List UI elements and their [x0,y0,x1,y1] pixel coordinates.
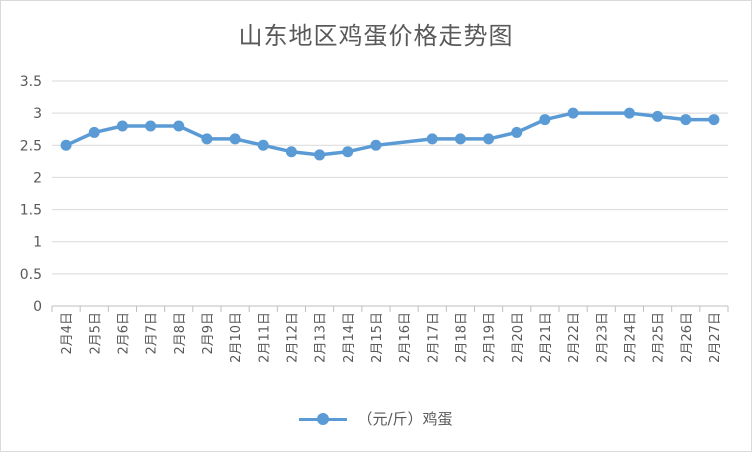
x-tick-label: 2月16日 [398,312,413,363]
data-point [88,126,100,138]
data-point [708,114,720,126]
legend: （元/斤）鸡蛋 [0,408,752,429]
legend-swatch [299,412,348,426]
x-axis-ticks: 2月4日 2月5日 2月6日 2月7日 2月8日 2月9日 2月10日 2月11日 2月12日 2… [60,312,723,363]
data-point [229,133,241,145]
chart-title: 山东地区鸡蛋价格走势图 [238,22,514,50]
data-point [652,110,664,122]
x-tick-label: 2月14日 [342,312,357,363]
y-tick-label: 2 [33,170,42,186]
data-point [60,139,72,151]
x-tick-label: 2月5日 [88,312,103,355]
data-point [567,107,579,119]
x-tick-label: 2月26日 [680,312,695,363]
y-tick-label: 3.5 [20,74,42,90]
y-tick-label: 0 [33,299,42,315]
legend-label: （元/斤）鸡蛋 [357,410,453,428]
x-tick-label: 2月15日 [370,312,385,363]
x-tick-label: 2月22日 [567,312,582,363]
data-point [539,114,551,126]
x-tick-label: 2月13日 [314,312,329,363]
series-group [60,107,720,161]
series-line [64,111,716,157]
data-point [370,139,382,151]
x-tick-label: 2月18日 [454,312,469,363]
y-tick-label: 1.5 [20,203,42,219]
data-point [257,139,269,151]
x-tick-label: 2月24日 [623,312,638,363]
data-point [454,133,466,145]
x-tick-label: 2月10日 [229,312,244,363]
x-tick-label: 2月21日 [539,312,554,363]
y-tick-label: 0.5 [20,267,42,283]
data-point [285,146,297,158]
y-tick-label: 3 [33,106,42,122]
x-tick-label: 2月11日 [257,312,272,363]
data-point [426,133,438,145]
x-tick-label: 2月17日 [426,312,441,363]
data-point [680,114,692,126]
data-point [342,146,354,158]
data-point [511,126,523,138]
y-axis-ticks: 0 0.5 1 1.5 2 2.5 3 3.5 [20,74,42,315]
x-tick-label: 2月25日 [652,312,667,363]
x-tick-label: 2月7日 [145,312,160,355]
data-point [116,120,128,132]
x-tick-label: 2月20日 [511,312,526,363]
y-tick-label: 1 [33,235,42,251]
x-axis [51,305,729,312]
data-point [145,120,157,132]
y-tick-label: 2.5 [20,138,42,154]
x-tick-label: 2月27日 [708,312,723,363]
data-point [201,133,213,145]
x-tick-label: 2月6日 [116,312,131,355]
x-tick-label: 2月19日 [483,312,498,363]
x-tick-label: 2月4日 [60,312,75,355]
data-point [483,133,495,145]
x-tick-label: 2月9日 [201,312,216,355]
x-tick-label: 2月12日 [285,312,300,363]
data-point [173,120,185,132]
x-tick-label: 2月8日 [173,312,188,355]
x-tick-label: 2月23日 [595,312,610,363]
data-point [623,107,635,119]
data-point [314,149,326,161]
